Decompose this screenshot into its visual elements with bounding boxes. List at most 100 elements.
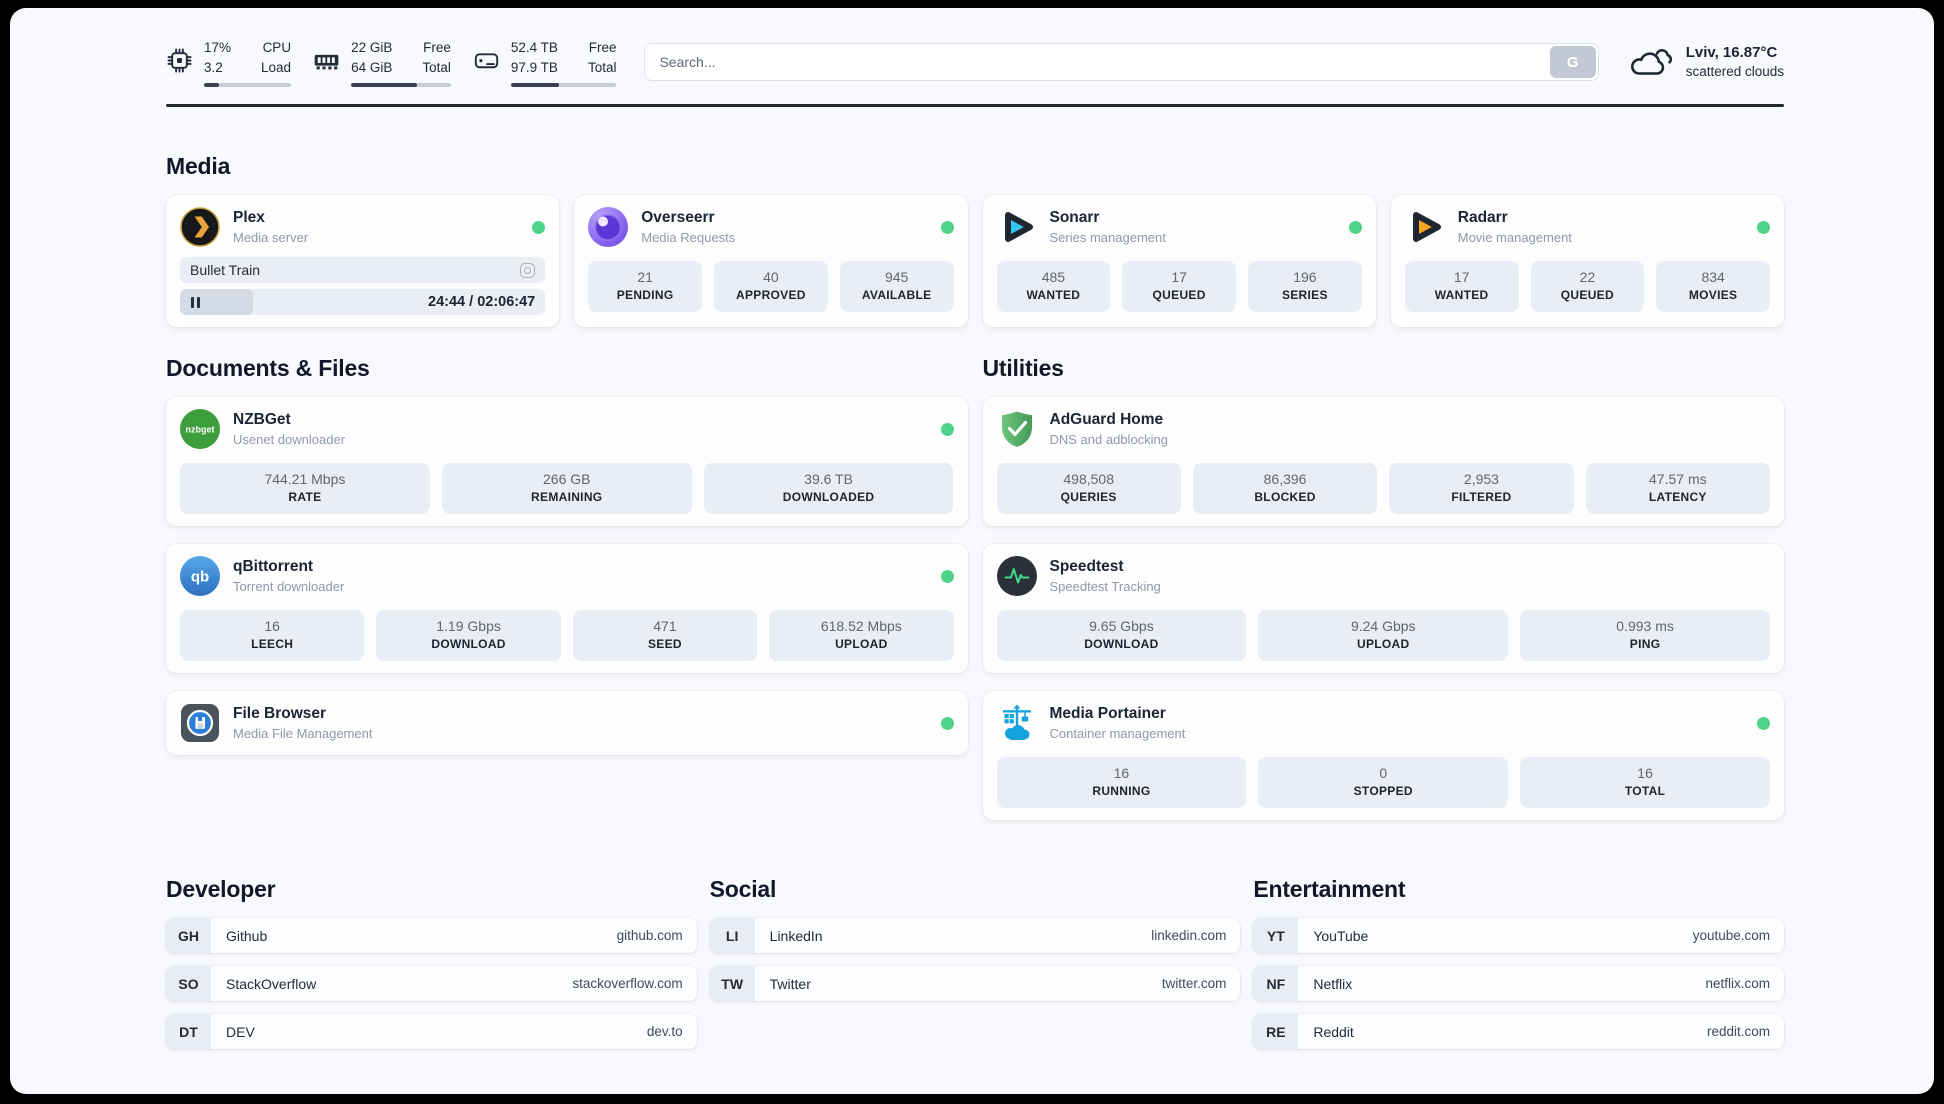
status-online-dot bbox=[1757, 716, 1770, 730]
stat-pending: 21 PENDING bbox=[588, 261, 702, 312]
sonarr-icon bbox=[997, 207, 1037, 247]
link-url: netflix.com bbox=[1705, 976, 1770, 991]
status-online-dot bbox=[1348, 220, 1362, 234]
app-title: File Browser bbox=[233, 705, 327, 722]
link-name: Twitter bbox=[769, 975, 811, 992]
app-card-radarr[interactable]: Radarr Movie management 17 WANTED 22 QUEUE… bbox=[1390, 195, 1784, 327]
stat-value: 196 bbox=[1293, 269, 1317, 285]
memory-monitor: 22 GiB Free 64 GiB Total bbox=[313, 38, 451, 87]
link-url: youtube.com bbox=[1692, 928, 1770, 943]
app-title: Overseerr bbox=[641, 209, 715, 226]
playback-progress-bar: 24:44 / 02:06:47 bbox=[180, 289, 546, 315]
stat-label: APPROVED bbox=[736, 288, 806, 302]
stat-latency: 47.57 ms LATENCY bbox=[1585, 463, 1770, 514]
link-badge: NF bbox=[1253, 966, 1299, 1001]
stat-queries: 498,508 QUERIES bbox=[996, 463, 1181, 514]
adguard-icon bbox=[997, 409, 1037, 449]
stat-label: STOPPED bbox=[1353, 784, 1413, 798]
stat-download: 1.19 Gbps DOWNLOAD bbox=[376, 610, 561, 661]
app-title: qBittorrent bbox=[233, 558, 314, 575]
stat-value: 471 bbox=[653, 618, 677, 634]
app-title: Plex bbox=[233, 209, 265, 226]
disk-free-value: 52.4 TB bbox=[510, 39, 558, 55]
link-row-youtube[interactable]: YT YouTube youtube.com bbox=[1253, 918, 1784, 953]
stat-value: 39.6 TB bbox=[804, 471, 853, 487]
cpu-monitor: 17% CPU 3.2 Load bbox=[166, 38, 292, 87]
weather-condition: scattered clouds bbox=[1685, 64, 1784, 79]
app-card-qbittorrent[interactable]: qb qBittorrent Torrent downloader 16 LEEC… bbox=[166, 544, 968, 673]
stat-series: 196 SERIES bbox=[1248, 261, 1362, 312]
stat-label: PENDING bbox=[616, 288, 674, 302]
stat-label: UPLOAD bbox=[835, 637, 888, 651]
link-url: twitter.com bbox=[1161, 976, 1227, 991]
stat-downloaded: 39.6 TB DOWNLOADED bbox=[703, 463, 954, 514]
link-row-reddit[interactable]: RE Reddit reddit.com bbox=[1253, 1014, 1784, 1049]
link-badge: LI bbox=[709, 918, 755, 953]
app-card-adguard[interactable]: AdGuard Home DNS and adblocking 498,508 Q… bbox=[982, 397, 1784, 526]
status-online-dot bbox=[940, 569, 954, 583]
stat-value: 945 bbox=[884, 269, 909, 285]
app-card-plex[interactable]: Plex Media server Bullet Train 24:44 / 0… bbox=[166, 195, 560, 327]
app-subtitle: Media Requests bbox=[641, 230, 736, 245]
memory-total-label: Total bbox=[422, 59, 451, 75]
stat-queued: 17 QUEUED bbox=[1122, 261, 1236, 312]
top-bar: 17% CPU 3.2 Load bbox=[166, 34, 1784, 90]
dashboard-panel: 17% CPU 3.2 Load bbox=[10, 8, 1934, 1094]
stat-value: 16 bbox=[264, 618, 280, 634]
search-input[interactable] bbox=[644, 43, 1599, 81]
section-utilities: Utilities AdGuard Home bbox=[982, 355, 1784, 820]
app-card-overseerr[interactable]: Overseerr Media Requests 21 PENDING 40 APP… bbox=[574, 195, 968, 327]
link-row-twitter[interactable]: TW Twitter twitter.com bbox=[709, 966, 1241, 1001]
weather-location-temp: Lviv, 16.87°C bbox=[1685, 44, 1778, 61]
link-row-netflix[interactable]: NF Netflix netflix.com bbox=[1253, 966, 1784, 1001]
stat-label: RATE bbox=[288, 490, 322, 504]
plex-icon bbox=[180, 207, 220, 247]
app-title: Radarr bbox=[1457, 209, 1508, 226]
link-url: stackoverflow.com bbox=[572, 976, 683, 991]
session-camera-icon bbox=[520, 262, 536, 278]
radarr-icon bbox=[1405, 207, 1445, 247]
status-online-dot bbox=[532, 220, 546, 234]
stat-label: DOWNLOADED bbox=[782, 490, 875, 504]
stat-value: 47.57 ms bbox=[1649, 471, 1707, 487]
qbittorrent-icon: qb bbox=[180, 556, 220, 596]
memory-free-value: 22 GiB bbox=[351, 39, 393, 55]
stat-value: 9.65 Gbps bbox=[1089, 618, 1154, 634]
app-card-nzbget[interactable]: nzbget NZBGet Usenet downloader 744.21 M… bbox=[166, 397, 968, 526]
section-title-media: Media bbox=[166, 153, 231, 179]
stat-label: REMAINING bbox=[531, 490, 603, 504]
stat-value: 22 bbox=[1579, 269, 1596, 285]
link-row-github[interactable]: GH Github github.com bbox=[166, 918, 697, 953]
cpu-icon bbox=[166, 47, 193, 74]
disk-monitor: 52.4 TB Free 97.9 TB Total bbox=[473, 38, 617, 87]
app-card-speedtest[interactable]: Speedtest Speedtest Tracking 9.65 Gbps DO… bbox=[982, 544, 1784, 673]
app-card-portainer[interactable]: Media Portainer Container management 16 R… bbox=[982, 691, 1784, 820]
stat-value: 498,508 bbox=[1063, 471, 1114, 487]
link-url: dev.to bbox=[646, 1024, 683, 1039]
link-row-stackoverflow[interactable]: SO StackOverflow stackoverflow.com bbox=[166, 966, 697, 1001]
stat-label: MOVIES bbox=[1688, 288, 1738, 302]
stat-queued: 22 QUEUED bbox=[1530, 261, 1645, 312]
app-title: NZBGet bbox=[233, 411, 291, 428]
app-card-filebrowser[interactable]: File Browser Media File Management bbox=[166, 691, 968, 755]
stat-wanted: 485 WANTED bbox=[996, 261, 1111, 312]
app-subtitle: DNS and adblocking bbox=[1049, 432, 1169, 447]
section-developer: Developer GH Github github.com SO StackO… bbox=[166, 876, 697, 1062]
link-row-dev[interactable]: DT DEV dev.to bbox=[166, 1014, 697, 1049]
link-badge: SO bbox=[166, 966, 211, 1001]
svg-text:qb: qb bbox=[191, 569, 209, 586]
app-card-sonarr[interactable]: Sonarr Series management 485 WANTED 17 QUE… bbox=[982, 195, 1376, 327]
app-subtitle: Series management bbox=[1049, 230, 1166, 245]
app-subtitle: Usenet downloader bbox=[233, 432, 346, 447]
stat-label: BLOCKED bbox=[1254, 490, 1316, 504]
svg-text:nzbget: nzbget bbox=[186, 425, 215, 435]
link-row-linkedin[interactable]: LI LinkedIn linkedin.com bbox=[709, 918, 1241, 953]
stat-approved: 40 APPROVED bbox=[714, 261, 828, 312]
search-engine-button[interactable]: G bbox=[1549, 46, 1596, 78]
stat-value: 0 bbox=[1379, 765, 1388, 781]
link-name: DEV bbox=[226, 1023, 255, 1040]
app-subtitle: Torrent downloader bbox=[233, 579, 345, 594]
section-media: Media Plex Media server bbox=[166, 153, 1784, 327]
status-online-dot bbox=[940, 220, 954, 234]
disk-total-value: 97.9 TB bbox=[510, 59, 558, 75]
